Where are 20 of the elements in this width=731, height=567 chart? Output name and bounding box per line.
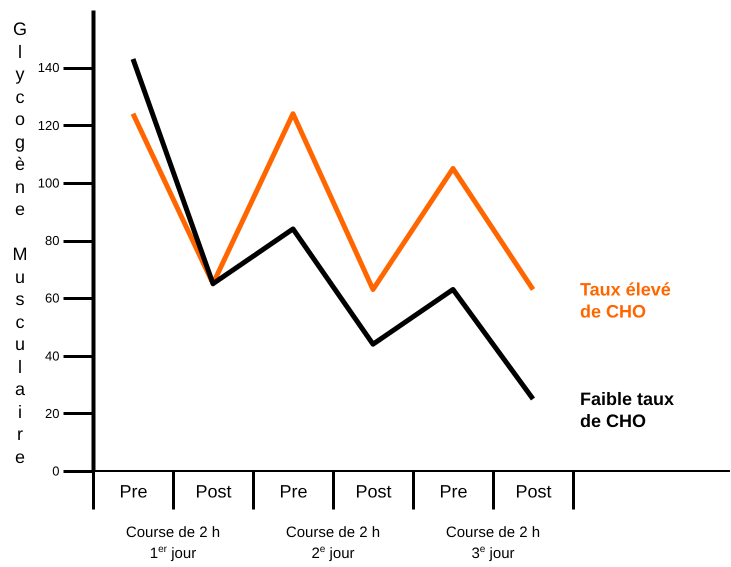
text: Course de 2 h 2$^{e}$ jour: [284, 524, 382, 562]
y-tick-label: 120: [38, 118, 60, 133]
y-tick-label: 20: [45, 406, 60, 421]
y-tick-label: 80: [45, 233, 60, 248]
x-tick-label: Post: [355, 482, 392, 502]
text: Faible taux de CHO: [580, 388, 674, 431]
x-tick-label: Pre: [119, 482, 148, 502]
y-tick-label: 100: [38, 175, 60, 190]
text: Glycogène Musculaire: [12, 19, 28, 466]
y-tick-label: 140: [38, 60, 60, 76]
x-tick-label: Post: [195, 482, 232, 502]
x-tick-label: Post: [515, 482, 552, 502]
y-tick-label: 40: [45, 348, 60, 364]
x-tick-label: Pre: [439, 482, 468, 502]
y-tick-label: 0: [52, 464, 60, 478]
x-tick-label: Pre: [279, 482, 308, 502]
text: Course de 2 h 3$^{e}$ jour: [444, 524, 542, 562]
y-tick-label: 60: [45, 290, 60, 306]
text: Course de 2 h 1$^{er}$ jour: [124, 524, 222, 562]
text: Taux élevé de CHO: [580, 279, 671, 322]
